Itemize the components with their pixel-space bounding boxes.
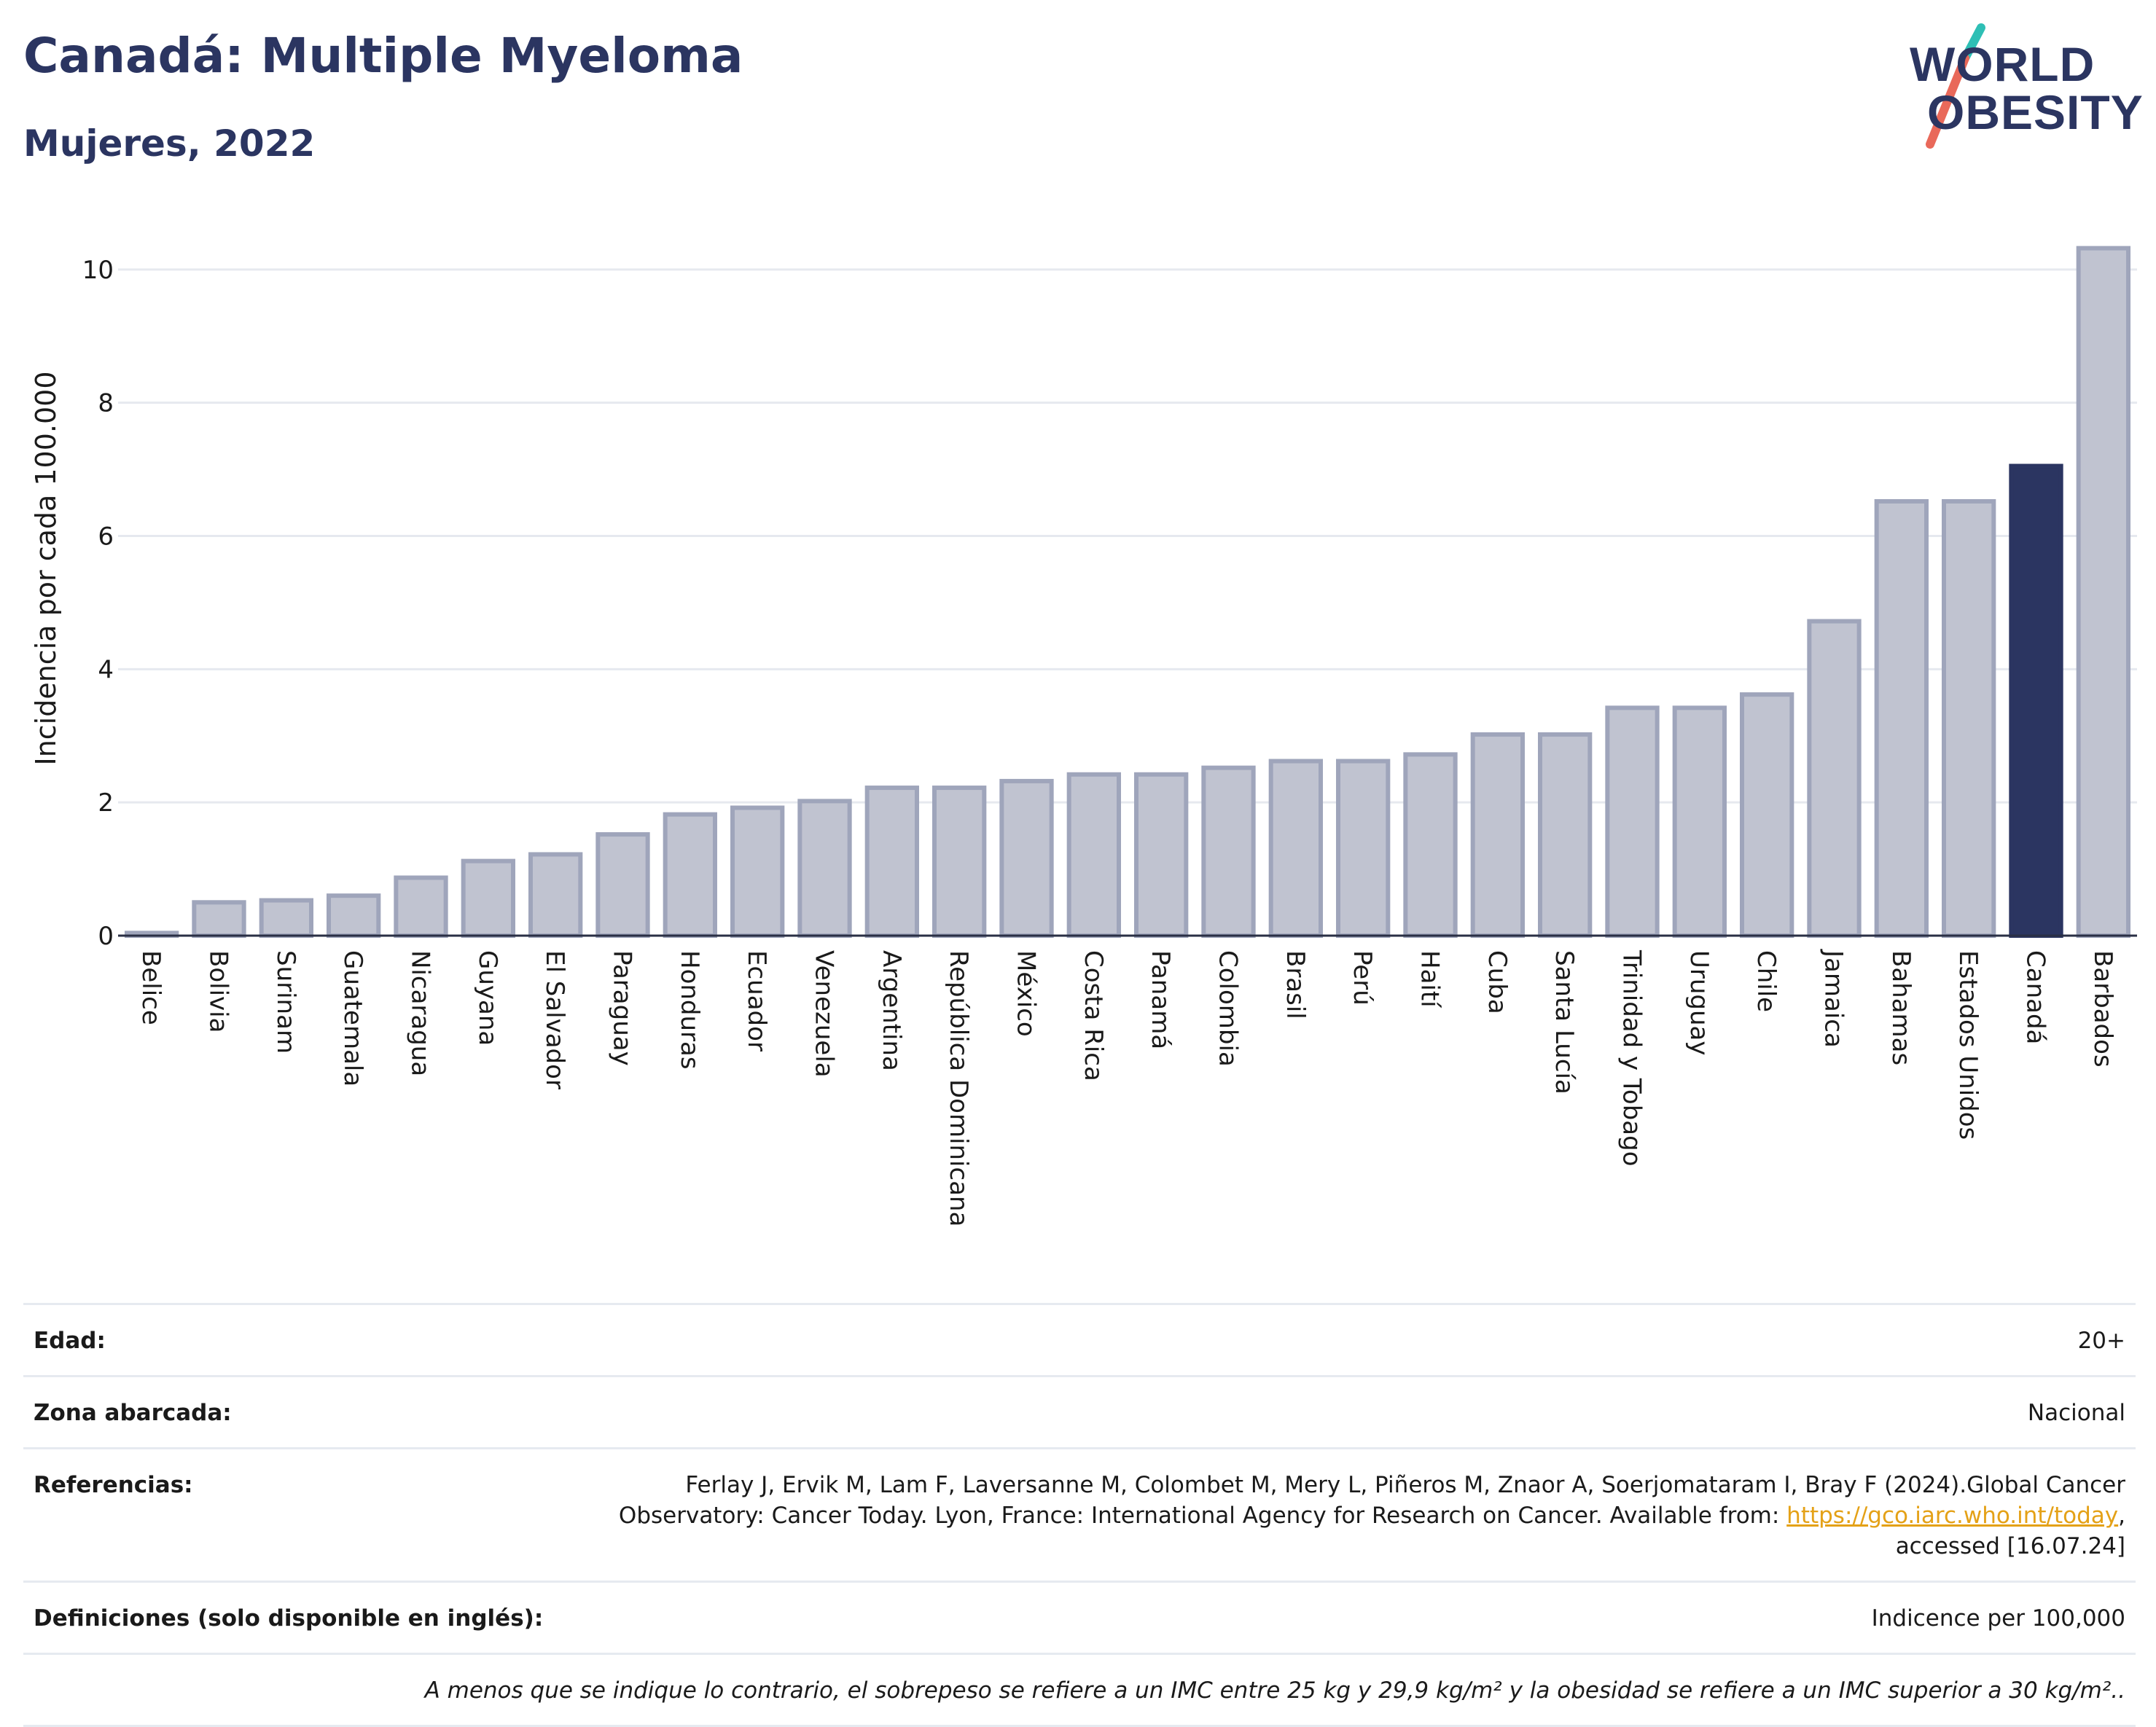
- x-tick-label: Honduras: [675, 950, 704, 1070]
- x-tick-label: Paraguay: [608, 950, 637, 1066]
- meta-row-footnote: A menos que se indique lo contrario, el …: [23, 1653, 2136, 1727]
- meta-row-age: Edad: 20+: [23, 1303, 2136, 1375]
- meta-row-references: Referencias: Ferlay J, Ervik M, Lam F, L…: [23, 1447, 2136, 1581]
- y-axis-ticks: 0 2 4 6 8 10: [82, 256, 114, 951]
- x-tick-label: Costa Rica: [1079, 950, 1108, 1081]
- x-tick-label: Chile: [1751, 950, 1781, 1012]
- bar-surinam: [259, 898, 313, 938]
- bar-paraguay: [595, 832, 650, 939]
- bar-chart: 0 2 4 6 8 10 Incidencia por cada 100.000 Beli…: [30, 246, 2137, 1226]
- chart-subtitle: Mujeres, 2022: [23, 122, 316, 165]
- bar-bahamas: [1874, 498, 1929, 938]
- bar-colombia: [1201, 765, 1256, 939]
- x-tick-label: Argentina: [877, 950, 906, 1071]
- y-tick-label: 6: [98, 522, 114, 552]
- x-tick-label: Guyana: [473, 950, 502, 1046]
- x-tick-label: Canadá: [2021, 950, 2050, 1044]
- x-tick-label: Nicaragua: [406, 950, 435, 1076]
- y-tick-label: 2: [98, 788, 114, 818]
- x-tick-label: Brasil: [1281, 950, 1310, 1019]
- metadata-table: Edad: 20+ Zona abarcada: Nacional Refere…: [23, 1303, 2136, 1727]
- meta-ref-label: Referencias:: [34, 1472, 193, 1498]
- bar-santa-lucía: [1538, 732, 1593, 938]
- bar-brasil: [1268, 759, 1323, 938]
- meta-age-label: Edad:: [34, 1328, 106, 1354]
- bar-panamá: [1134, 772, 1189, 938]
- x-tick-label: Colombia: [1214, 950, 1243, 1067]
- bar-trinidad-y-tobago: [1605, 705, 1660, 938]
- meta-age-value: 20+: [2077, 1328, 2125, 1354]
- bar-el-salvador: [528, 852, 583, 938]
- meta-row-area: Zona abarcada: Nacional: [23, 1375, 2136, 1447]
- bar-cuba: [1470, 732, 1525, 938]
- x-tick-label: Perú: [1348, 950, 1377, 1006]
- bar-nicaragua: [394, 875, 448, 939]
- bar-venezuela: [797, 799, 852, 938]
- x-axis-labels: Belice Bolivia Surinam Guatemala Nicaragua Gu…: [136, 949, 2117, 1226]
- x-tick-label: Cuba: [1483, 950, 1512, 1014]
- x-tick-label: Estados Unidos: [1953, 950, 1983, 1140]
- bar-méxico: [999, 778, 1054, 939]
- bar-honduras: [663, 812, 717, 938]
- x-tick-label: Guatemala: [338, 950, 367, 1086]
- bars: [125, 246, 2130, 939]
- meta-row-definitions: Definiciones (solo disponible en inglés)…: [23, 1581, 2136, 1653]
- logo-text-obesity: OBESITY: [1927, 85, 2144, 139]
- x-tick-label: Ecuador: [742, 950, 771, 1052]
- y-tick-label: 4: [98, 655, 114, 684]
- logo-text-world: WORLD: [1910, 37, 2096, 91]
- bar-argentina: [864, 786, 919, 938]
- bar-guyana: [461, 858, 515, 939]
- bar-chile: [1740, 692, 1794, 938]
- ref-text: Ferlay J, Ervik M, Lam F, Laversanne M, …: [618, 1472, 2125, 1529]
- x-tick-label: Barbados: [2088, 950, 2117, 1068]
- x-tick-label: Haití: [1415, 950, 1445, 1009]
- meta-def-label: Definiciones (solo disponible en inglés)…: [34, 1605, 544, 1632]
- x-tick-label: Surinam: [271, 950, 300, 1054]
- bar-uruguay: [1672, 705, 1727, 938]
- bar-ecuador: [730, 805, 785, 939]
- bar-república-dominicana: [932, 786, 987, 938]
- x-tick-label: Bolivia: [204, 950, 233, 1033]
- x-tick-label: Jamaica: [1819, 949, 1848, 1048]
- ref-tail: , accessed [16.07.24]: [1895, 1503, 2125, 1559]
- x-tick-label: Venezuela: [810, 950, 839, 1078]
- world-obesity-logo: WORLD OBESITY: [1895, 20, 2143, 152]
- bar-jamaica: [1807, 619, 1862, 938]
- logo-slash-icon: [1926, 23, 1985, 149]
- bar-barbados: [2076, 246, 2130, 938]
- footnote-text: A menos que se indique lo contrario, el …: [424, 1677, 2125, 1704]
- x-tick-label: Bahamas: [1886, 950, 1915, 1065]
- bar-costa-rica: [1066, 772, 1121, 938]
- chart-title: Canadá: Multiple Myeloma: [23, 28, 743, 84]
- meta-area-label: Zona abarcada:: [34, 1400, 232, 1426]
- ref-link[interactable]: https://gco.iarc.who.int/today: [1786, 1503, 2119, 1529]
- bar-canadá: [2009, 463, 2063, 939]
- x-tick-label: El Salvador: [540, 950, 569, 1089]
- meta-ref-value: Ferlay J, Ervik M, Lam F, Laversanne M, …: [536, 1470, 2125, 1562]
- x-tick-label: Belice: [136, 950, 165, 1025]
- x-tick-label: República Dominicana: [944, 950, 973, 1226]
- meta-def-value: Indicence per 100,000: [1871, 1605, 2125, 1632]
- bar-haití: [1403, 752, 1458, 939]
- chart-gridlines: [118, 268, 2137, 804]
- y-axis-label: Incidencia por cada 100.000: [30, 371, 62, 765]
- y-tick-label: 0: [98, 922, 114, 951]
- y-tick-label: 10: [82, 256, 114, 285]
- x-tick-label: Trinidad y Tobago: [1617, 949, 1647, 1167]
- bar-guatemala: [327, 893, 381, 938]
- bar-perú: [1336, 759, 1391, 938]
- x-tick-label: Santa Lucía: [1550, 950, 1579, 1094]
- x-tick-label: México: [1012, 950, 1041, 1037]
- x-tick-label: Panamá: [1146, 950, 1175, 1049]
- bar-estados-unidos: [1942, 498, 1996, 938]
- y-tick-label: 8: [98, 389, 114, 418]
- x-tick-label: Uruguay: [1684, 950, 1714, 1056]
- meta-area-value: Nacional: [2027, 1400, 2125, 1426]
- bar-bolivia: [192, 900, 246, 939]
